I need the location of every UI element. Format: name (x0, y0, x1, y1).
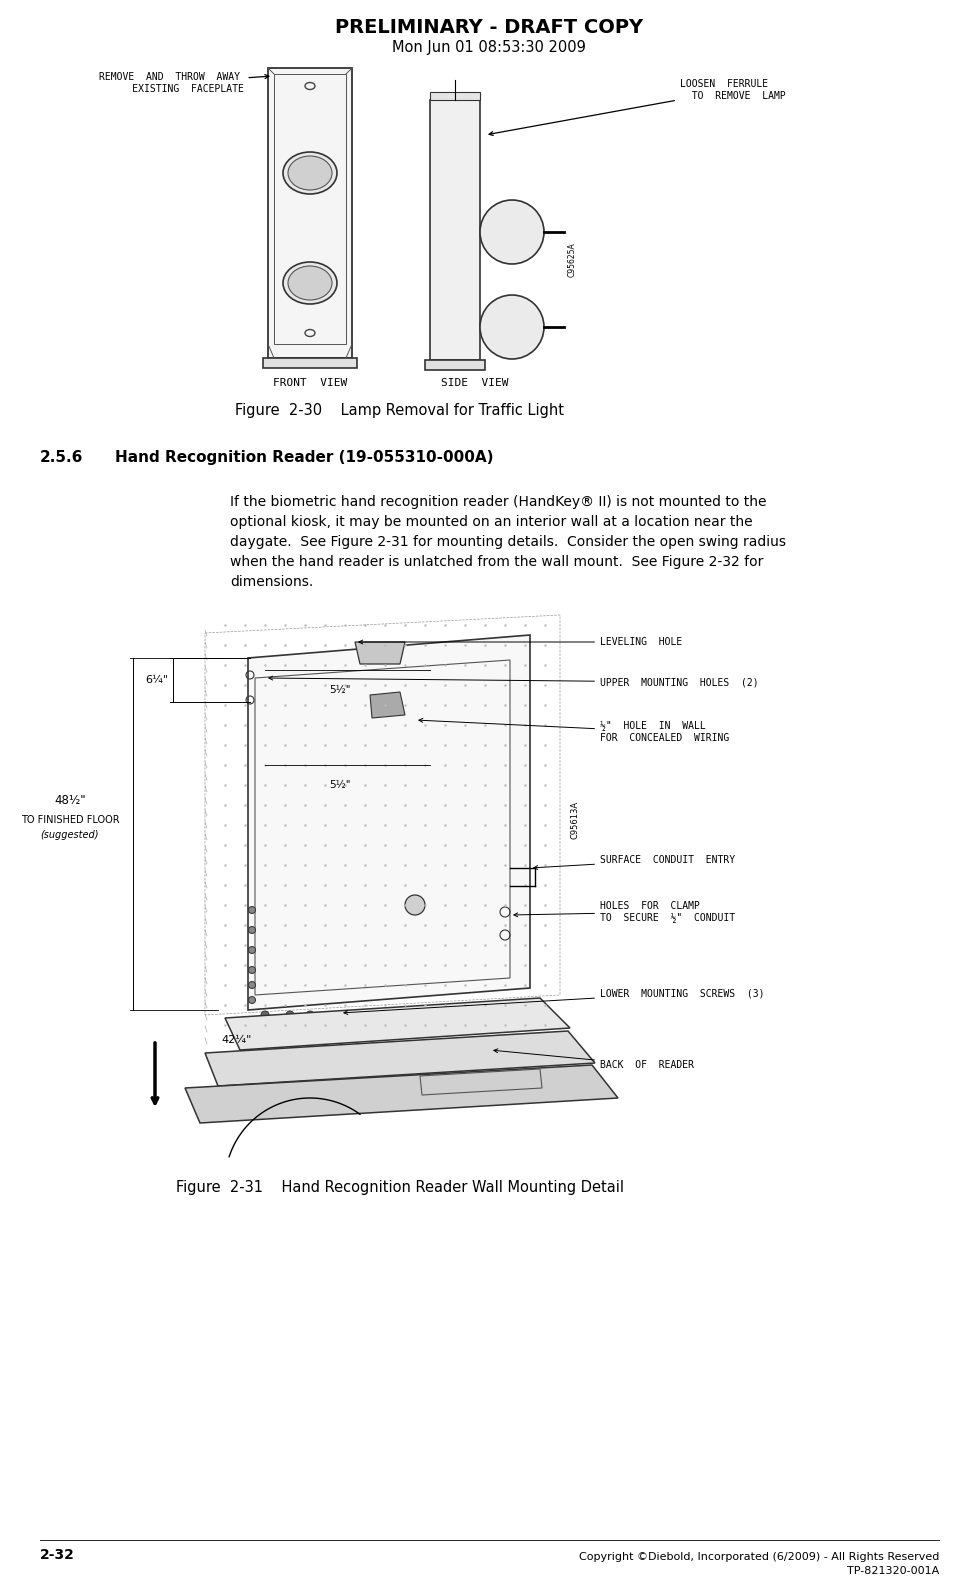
Text: 42¼": 42¼" (222, 1035, 252, 1045)
Text: ½"  HOLE  IN  WALL
FOR  CONCEALED  WIRING: ½" HOLE IN WALL FOR CONCEALED WIRING (419, 718, 729, 743)
Circle shape (306, 1011, 314, 1019)
Text: (suggested): (suggested) (41, 830, 99, 839)
Ellipse shape (283, 151, 336, 194)
Text: UPPER  MOUNTING  HOLES  (2): UPPER MOUNTING HOLES (2) (269, 675, 758, 686)
Text: 6¼": 6¼" (145, 675, 168, 685)
Circle shape (405, 895, 424, 915)
Text: PRELIMINARY - DRAFT COPY: PRELIMINARY - DRAFT COPY (334, 17, 643, 36)
Circle shape (248, 926, 255, 934)
Text: TP-821320-001A: TP-821320-001A (846, 1565, 938, 1576)
Text: Figure  2-30    Lamp Removal for Traffic Light: Figure 2-30 Lamp Removal for Traffic Lig… (236, 402, 564, 418)
Ellipse shape (288, 267, 332, 300)
Text: 2-32: 2-32 (40, 1548, 74, 1562)
Circle shape (248, 982, 255, 988)
Text: LOOSEN  FERRULE
  TO  REMOVE  LAMP: LOOSEN FERRULE TO REMOVE LAMP (489, 79, 785, 136)
Text: 2.5.6: 2.5.6 (40, 450, 83, 466)
Text: Figure  2-31    Hand Recognition Reader Wall Mounting Detail: Figure 2-31 Hand Recognition Reader Wall… (176, 1180, 623, 1195)
Circle shape (248, 966, 255, 974)
Text: dimensions.: dimensions. (230, 574, 313, 589)
Circle shape (248, 906, 255, 914)
Text: LOWER  MOUNTING  SCREWS  (3): LOWER MOUNTING SCREWS (3) (343, 988, 764, 1015)
Text: Mon Jun 01 08:53:30 2009: Mon Jun 01 08:53:30 2009 (391, 39, 586, 55)
Polygon shape (263, 358, 357, 368)
Ellipse shape (288, 156, 332, 189)
Text: SURFACE  CONDUIT  ENTRY: SURFACE CONDUIT ENTRY (533, 855, 734, 869)
Polygon shape (204, 1030, 595, 1086)
Text: LEVELING  HOLE: LEVELING HOLE (359, 638, 682, 647)
Text: If the biometric hand recognition reader (HandKey® II) is not mounted to the: If the biometric hand recognition reader… (230, 495, 766, 510)
Polygon shape (370, 693, 405, 718)
Polygon shape (429, 99, 479, 360)
Circle shape (479, 295, 544, 360)
Circle shape (286, 1011, 293, 1019)
Polygon shape (424, 360, 484, 369)
Polygon shape (355, 642, 405, 664)
Text: SIDE  VIEW: SIDE VIEW (441, 379, 509, 388)
Polygon shape (268, 68, 352, 358)
Polygon shape (185, 1065, 617, 1124)
Text: C95625A: C95625A (567, 243, 576, 278)
Circle shape (248, 947, 255, 953)
Text: TO FINISHED FLOOR: TO FINISHED FLOOR (21, 814, 119, 825)
Circle shape (248, 996, 255, 1004)
Text: C95613A: C95613A (570, 802, 579, 839)
Text: Hand Recognition Reader (19-055310-000A): Hand Recognition Reader (19-055310-000A) (114, 450, 493, 466)
Text: daygate.  See Figure 2-31 for mounting details.  Consider the open swing radius: daygate. See Figure 2-31 for mounting de… (230, 535, 785, 549)
Text: REMOVE  AND  THROW  AWAY
      EXISTING  FACEPLATE: REMOVE AND THROW AWAY EXISTING FACEPLATE (97, 73, 269, 93)
Ellipse shape (283, 262, 336, 305)
Text: Copyright ©Diebold, Incorporated (6/2009) - All Rights Reserved: Copyright ©Diebold, Incorporated (6/2009… (578, 1553, 938, 1562)
Polygon shape (225, 997, 569, 1049)
Text: 5½": 5½" (329, 685, 350, 694)
Text: FRONT  VIEW: FRONT VIEW (273, 379, 347, 388)
Text: 48½": 48½" (54, 794, 86, 806)
Polygon shape (429, 92, 479, 99)
Text: BACK  OF  READER: BACK OF READER (493, 1049, 693, 1070)
Text: HOLES  FOR  CLAMP
TO  SECURE  ½"  CONDUIT: HOLES FOR CLAMP TO SECURE ½" CONDUIT (513, 901, 734, 923)
Text: optional kiosk, it may be mounted on an interior wall at a location near the: optional kiosk, it may be mounted on an … (230, 514, 752, 529)
Text: when the hand reader is unlatched from the wall mount.  See Figure 2-32 for: when the hand reader is unlatched from t… (230, 555, 763, 570)
Circle shape (479, 200, 544, 264)
Polygon shape (247, 634, 529, 1010)
Circle shape (261, 1011, 269, 1019)
Text: 5½": 5½" (329, 780, 350, 791)
